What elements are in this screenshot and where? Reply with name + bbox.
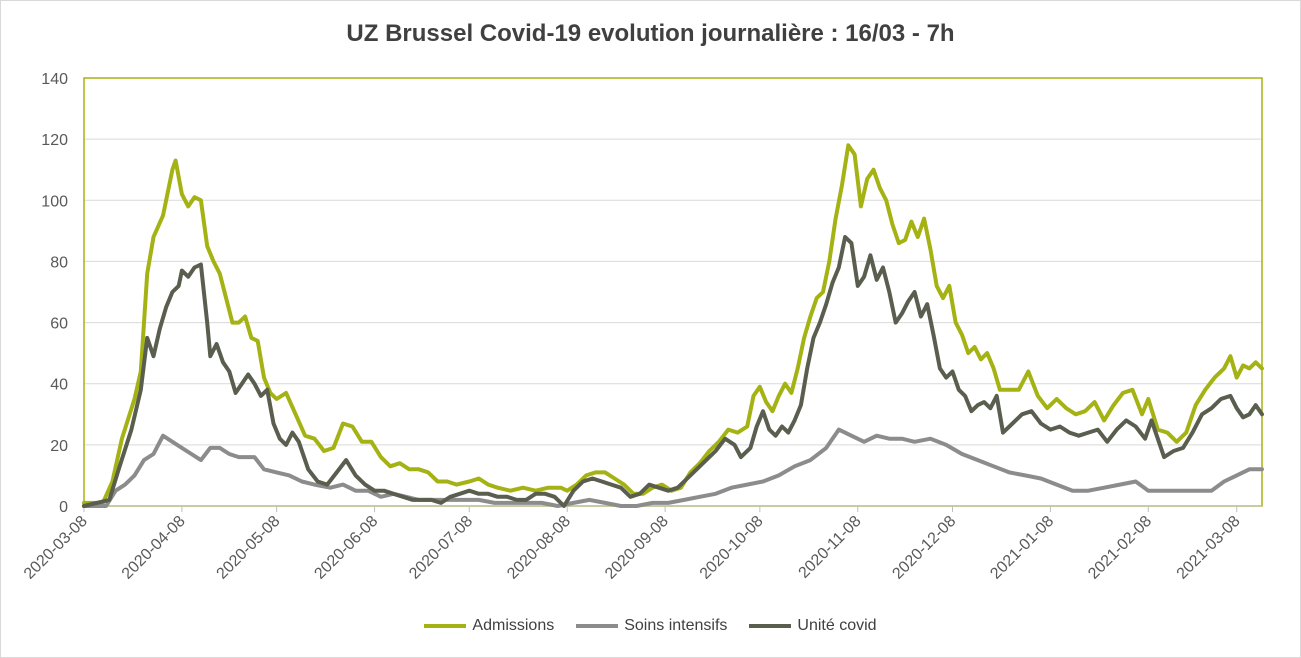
y-tick-label: 80 — [50, 254, 68, 271]
x-tick-label: 2021-03-08 — [1174, 513, 1244, 583]
x-tick-label: 2020-12-08 — [889, 513, 959, 583]
x-tick-label: 2020-05-08 — [214, 513, 284, 583]
x-tick-label: 2020-09-08 — [602, 513, 672, 583]
legend-item-admissions: Admissions — [424, 617, 554, 635]
legend-swatch-admissions — [424, 624, 467, 628]
x-tick-label: 2020-06-08 — [311, 513, 381, 583]
y-tick-label: 60 — [50, 316, 68, 333]
y-tick-label: 120 — [41, 132, 68, 149]
chart-legend: Admissions Soins intensifs Unité covid — [0, 617, 1301, 635]
legend-item-soins-intensifs: Soins intensifs — [576, 617, 727, 635]
x-tick-label: 2020-11-08 — [796, 513, 865, 582]
y-tick-label: 0 — [59, 499, 68, 516]
legend-item-unite-covid: Unité covid — [749, 617, 877, 635]
x-tick-label: 2021-01-08 — [987, 513, 1057, 583]
legend-label-admissions: Admissions — [472, 617, 555, 634]
plot-area-border — [83, 77, 1263, 507]
x-tick-label: 2020-07-08 — [406, 513, 476, 583]
legend-swatch-soins-intensifs — [576, 624, 619, 628]
x-tick-label: 2020-10-08 — [697, 513, 767, 583]
series-line-unite-covid — [82, 235, 1264, 508]
chart-title: UZ Brussel Covid-19 evolution journalièr… — [346, 20, 955, 47]
y-tick-label: 20 — [50, 438, 68, 455]
series-line-admissions — [82, 143, 1264, 505]
series-line-soins-intensifs — [82, 427, 1264, 508]
x-tick-label: 2020-04-08 — [119, 513, 189, 583]
y-tick-label: 100 — [41, 193, 68, 210]
y-tick-label: 40 — [50, 377, 68, 394]
legend-label-unite-covid: Unité covid — [797, 617, 877, 634]
y-tick-label: 140 — [41, 71, 68, 88]
legend-label-soins-intensifs: Soins intensifs — [624, 617, 728, 634]
x-tick-label: 2021-02-08 — [1085, 513, 1155, 583]
x-tick-label: 2020-08-08 — [504, 513, 574, 583]
x-tick-label: 2020-03-08 — [21, 513, 91, 583]
legend-swatch-unite-covid — [749, 624, 792, 628]
